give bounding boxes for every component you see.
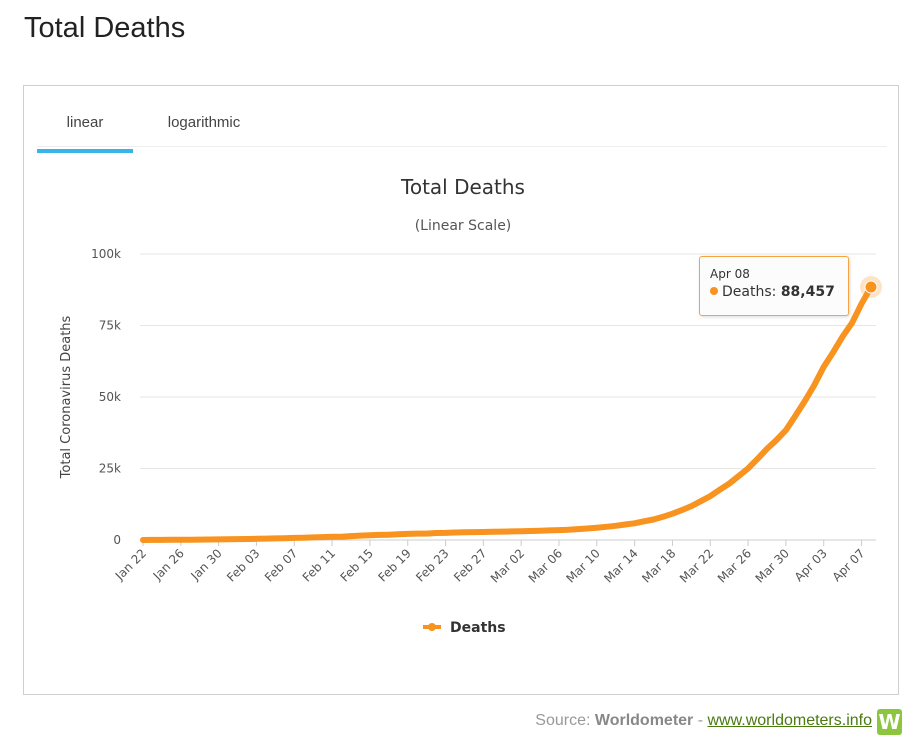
x-tick-label: Mar 02 (488, 546, 527, 585)
x-tick-label: Feb 15 (338, 546, 376, 584)
source-link[interactable]: www.worldometers.info (707, 712, 873, 729)
x-tick-label: Mar 06 (526, 546, 565, 585)
legend[interactable]: Deaths (423, 620, 506, 636)
scale-tabs: linear logarithmic (37, 86, 887, 153)
y-tick-label: 100k (91, 247, 121, 261)
x-tick-label: Feb 11 (300, 546, 338, 584)
source-prefix: Source: (535, 712, 595, 729)
tab-logarithmic[interactable]: logarithmic (167, 114, 241, 131)
tooltip: Apr 08 Deaths: 88,457 (699, 256, 849, 316)
y-tick-label: 75k (99, 319, 121, 333)
tooltip-value: 88,457 (780, 284, 835, 300)
x-tick-label: Mar 18 (639, 546, 678, 585)
chart-subtitle: (Linear Scale) (415, 218, 512, 234)
x-tick-label: Mar 10 (564, 546, 603, 585)
source-line: Source: Worldometer - www.worldometers.i… (535, 712, 872, 730)
x-tick-label: Feb 19 (375, 546, 413, 584)
source-separator: - (693, 712, 708, 729)
data-point-apr-08[interactable] (864, 280, 878, 294)
tooltip-series: Deaths (722, 284, 772, 300)
source-name: Worldometer (594, 712, 694, 729)
x-tick-label: Feb 03 (224, 546, 262, 584)
tooltip-date: Apr 08 (710, 267, 750, 281)
y-tick-label: 25k (99, 462, 121, 476)
legend-marker (428, 623, 436, 631)
x-tick-label: Jan 22 (112, 546, 149, 583)
x-tick-label: Mar 22 (677, 546, 716, 585)
chart-title: Total Deaths (400, 175, 525, 199)
x-tick-label: Apr 07 (830, 546, 868, 584)
x-tick-label: Feb 27 (451, 546, 489, 584)
x-tick-label: Mar 14 (601, 546, 640, 585)
legend-label: Deaths (450, 620, 506, 636)
y-tick-label: 0 (113, 533, 121, 547)
x-tick-label: Apr 03 (792, 546, 830, 584)
series-deaths-line[interactable] (140, 284, 874, 543)
x-tick-label: Feb 07 (262, 546, 300, 584)
x-tick-label: Jan 26 (150, 546, 187, 583)
tab-linear[interactable]: linear (37, 114, 133, 153)
page-title: Total Deaths (24, 12, 186, 44)
x-tick-label: Mar 30 (753, 546, 792, 585)
x-tick-label: Jan 30 (188, 546, 225, 583)
y-axis-label: Total Coronavirus Deaths (59, 315, 74, 479)
tooltip-dot (710, 287, 718, 295)
y-tick-label: 50k (99, 390, 121, 404)
chart-card: linear logarithmic (23, 85, 899, 695)
x-tick-label: Mar 26 (715, 546, 754, 585)
x-tick-label: Feb 23 (413, 546, 451, 584)
worldometer-logo-icon[interactable]: W (877, 709, 902, 735)
